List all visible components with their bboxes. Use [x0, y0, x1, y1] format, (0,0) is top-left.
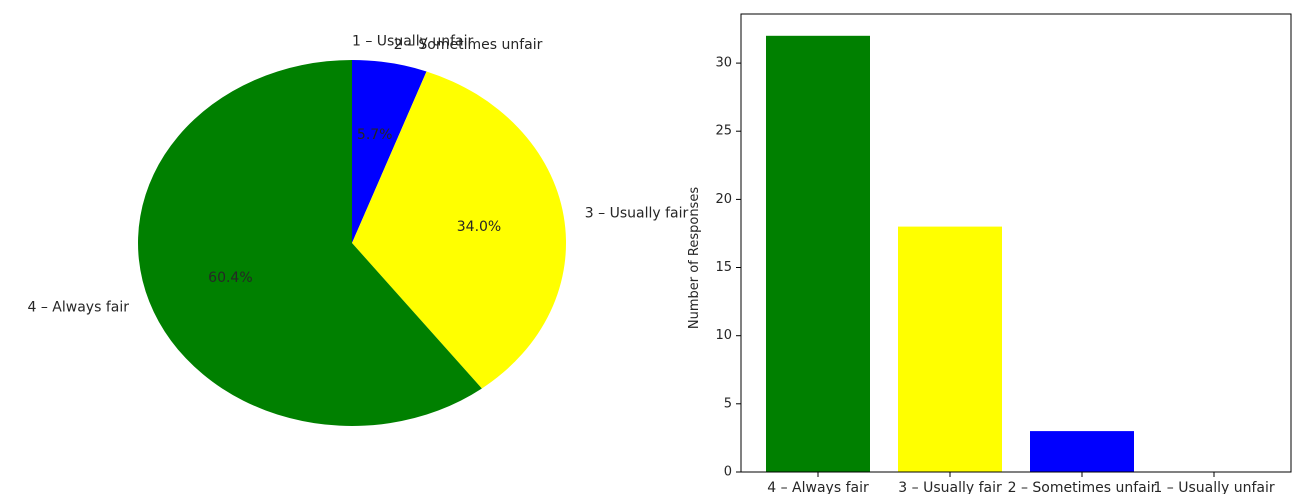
pie-label-4-always-fair: 4 – Always fair [28, 300, 130, 316]
y-tick-label-20: 20 [715, 192, 732, 207]
x-tick-label-3-usually-fair: 3 – Usually fair [898, 480, 1002, 494]
y-tick-label-5: 5 [724, 396, 732, 411]
pie-label-2-sometimes-unfair: 2 – Sometimes unfair [394, 37, 543, 53]
pie-percent-4-always-fair: 60.4% [208, 270, 252, 286]
y-tick-label-25: 25 [715, 124, 732, 139]
y-tick-label-15: 15 [715, 260, 732, 275]
bar-3-usually-fair [898, 226, 1002, 472]
pie-slice-2-sometimes-unfair [352, 60, 427, 243]
y-tick-label-0: 0 [724, 465, 732, 480]
y-tick-label-10: 10 [715, 328, 732, 343]
plot-frame [740, 13, 1292, 473]
pie-label-3-usually-fair: 3 – Usually fair [585, 205, 689, 221]
bar-2-sometimes-unfair [1030, 431, 1134, 472]
pie-percent-3-usually-fair: 34.0% [457, 219, 501, 235]
pie-percent-2-sometimes-unfair: 5.7% [357, 127, 393, 143]
bar-4-always-fair [766, 35, 870, 473]
x-tick-label-4-always-fair: 4 – Always fair [767, 480, 869, 494]
x-tick-label-2-sometimes-unfair: 2 – Sometimes unfair [1008, 480, 1157, 494]
pie-slice-4-always-fair [138, 60, 482, 426]
pie-slice-3-usually-fair [352, 71, 567, 389]
y-tick-label-30: 30 [715, 56, 732, 71]
pie-label-1-usually-unfair: 1 – Usually unfair [352, 34, 473, 50]
y-axis-label: Number of Responses [687, 187, 702, 329]
bar-chart: 4 – Always fair 3 – Usually fair 2 – Somet… [687, 13, 1292, 494]
x-tick-label-1-usually-unfair: 1 – Usually unfair [1153, 480, 1274, 494]
